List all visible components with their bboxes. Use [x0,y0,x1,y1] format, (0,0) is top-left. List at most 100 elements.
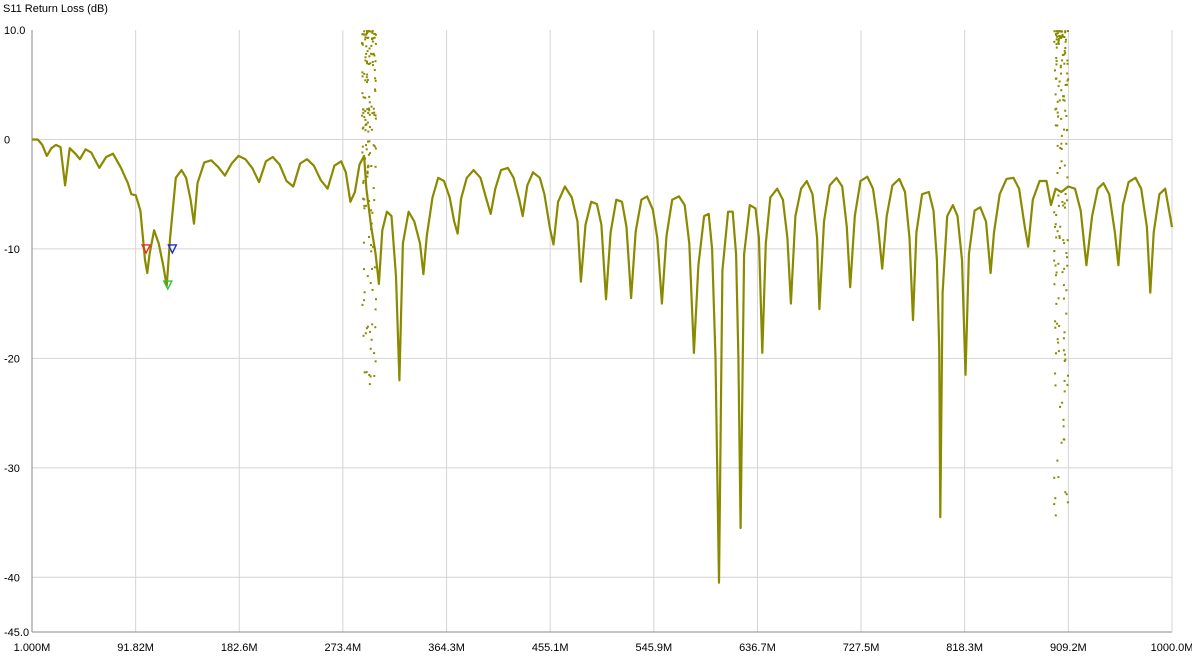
noise-point [1063,36,1066,38]
noise-point [1066,30,1069,32]
noise-point [369,62,372,65]
noise-point [368,374,371,376]
noise-point [1055,38,1058,41]
marker-1-icon [140,244,152,255]
noise-point [369,330,371,333]
noise-point [1057,204,1060,207]
noise-point [1058,237,1061,239]
noise-point [1054,124,1057,127]
noise-point [1061,401,1064,404]
noise-point [1054,69,1056,72]
noise-point [371,30,374,32]
noise-point [1059,147,1062,149]
noise-point [371,31,374,34]
noise-point [1055,46,1058,49]
noise-point [362,181,365,184]
noise-point [370,165,373,167]
noise-point [1060,134,1063,137]
noise-point [1054,264,1057,267]
noise-point [1066,62,1069,65]
noise-point [368,140,371,143]
noise-point [366,73,369,76]
noise-point [1066,176,1069,179]
noise-point [366,172,369,175]
noise-point [1054,223,1057,226]
noise-point [1061,30,1064,33]
noise-point [1062,349,1065,352]
noise-point [366,170,369,173]
noise-point [361,71,364,74]
noise-point [369,282,372,284]
noise-point [362,108,365,111]
noise-point [372,64,374,67]
noise-point [370,44,373,47]
noise-point [1053,250,1056,253]
noise-point [365,33,368,36]
noise-point [1066,79,1069,82]
noise-point [374,360,377,363]
noise-point [1066,383,1069,386]
noise-point [364,56,367,59]
noise-point [1062,284,1065,287]
x-tick-label: 818.3M [946,642,983,654]
noise-point [1064,84,1067,86]
noise-point [1062,35,1065,38]
noise-point [361,303,364,306]
noise-point [370,105,373,108]
noise-point [366,50,369,53]
x-tick-label: 455.1M [532,642,569,654]
noise-point [1055,214,1058,216]
x-tick-label: 909.2M [1050,642,1087,654]
noise-point [361,92,364,95]
noise-point [1065,493,1068,496]
noise-point [374,326,377,329]
noise-point [1062,418,1065,421]
noise-point [1063,331,1066,334]
noise-point [1063,95,1065,98]
noise-point [361,145,364,148]
noise-point [374,33,377,36]
noise-point [374,88,376,91]
noise-point [1065,142,1068,145]
noise-point [1061,59,1064,62]
noise-point [373,266,376,269]
noise-point [373,36,376,39]
noise-point [373,145,376,148]
noise-point [1063,242,1066,245]
noise-point [365,371,368,374]
noise-point [1058,325,1061,327]
noise-point [1062,337,1065,340]
noise-point [1060,142,1063,145]
noise-point [373,374,376,377]
noise-point [365,52,368,55]
noise-point [367,63,370,65]
noise-point [1065,252,1068,255]
noise-point [1064,206,1066,209]
x-tick-label: 1.000M [14,642,51,654]
noise-point [1054,372,1057,375]
y-tick-label: 0 [4,134,10,146]
noise-point [362,197,365,200]
noise-point [1054,32,1057,35]
noise-point [1066,59,1069,62]
noise-point [374,89,377,92]
noise-point [1057,476,1060,479]
noise-point [367,130,370,133]
noise-point [374,117,377,120]
noise-point [368,113,371,116]
x-tick-label: 727.5M [843,642,880,654]
noise-point [373,32,376,35]
noise-point [362,96,365,99]
noise-point [1064,358,1067,361]
noise-point [370,209,373,212]
noise-point [1059,405,1061,408]
noise-point [366,275,369,278]
noise-point [1057,38,1060,41]
noise-point [364,110,367,113]
noise-point [363,207,366,210]
noise-point [369,375,372,378]
noise-point [1065,38,1067,41]
noise-point [371,323,374,326]
noise-point [1066,128,1069,131]
noise-point [363,371,366,374]
